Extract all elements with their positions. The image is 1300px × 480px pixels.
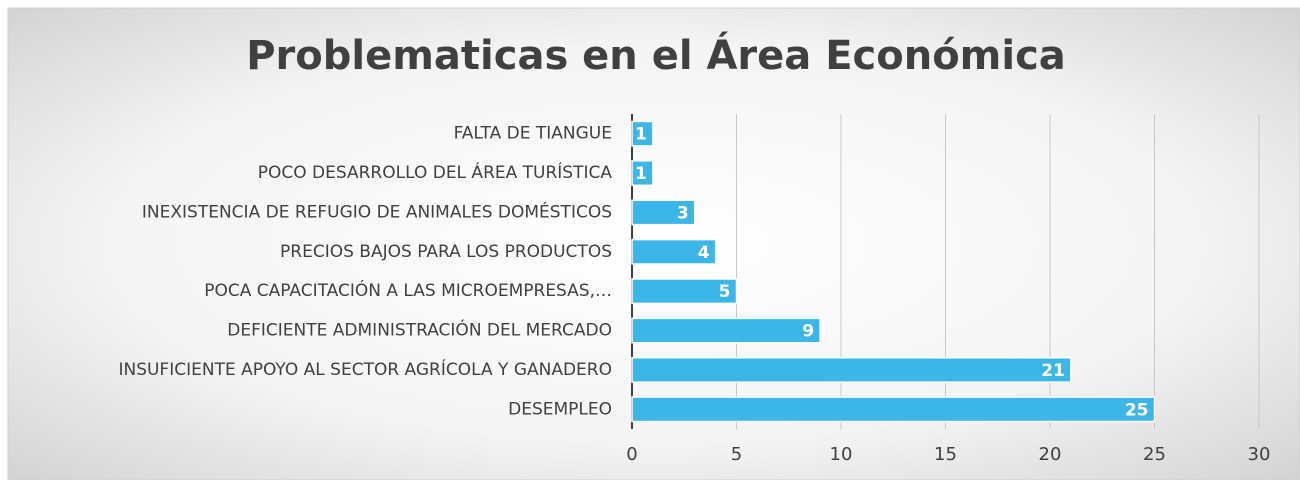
data-label: 25 bbox=[1125, 400, 1149, 420]
x-tick-label: 5 bbox=[731, 444, 742, 465]
bar bbox=[631, 396, 1156, 423]
x-tick-label: 0 bbox=[626, 444, 637, 465]
y-tick-label: PRECIOS BAJOS PARA LOS PRODUCTOS bbox=[280, 242, 612, 262]
bar bbox=[631, 238, 717, 265]
y-tick-label: POCO DESARROLLO DEL ÁREA TURÍSTICA bbox=[258, 161, 613, 183]
bar bbox=[631, 317, 821, 344]
x-tick-label: 10 bbox=[830, 444, 853, 465]
y-tick-label: INSUFICIENTE APOYO AL SECTOR AGRÍCOLA Y … bbox=[118, 358, 612, 380]
data-label: 5 bbox=[719, 282, 731, 302]
data-label: 3 bbox=[677, 203, 689, 223]
y-tick-label: POCA CAPACITACIÓN A LAS MICROEMPRESAS,… bbox=[204, 279, 612, 301]
x-tick-label: 15 bbox=[934, 444, 957, 465]
data-label: 1 bbox=[635, 125, 647, 145]
data-label: 1 bbox=[635, 164, 647, 184]
bar bbox=[631, 160, 654, 187]
y-tick-label: DEFICIENTE ADMINISTRACIÓN DEL MERCADO bbox=[227, 319, 612, 341]
bar bbox=[631, 278, 738, 305]
bar bbox=[631, 356, 1072, 383]
x-tick-label: 25 bbox=[1143, 444, 1166, 465]
bar bbox=[631, 120, 654, 147]
x-tick-label: 30 bbox=[1248, 444, 1271, 465]
y-tick-label: FALTA DE TIANGUE bbox=[454, 124, 612, 144]
chart-title: Problematicas en el Área Económica bbox=[246, 31, 1066, 79]
data-label: 4 bbox=[698, 243, 710, 263]
x-tick-label: 20 bbox=[1039, 444, 1062, 465]
y-tick-label: DESEMPLEO bbox=[508, 399, 612, 419]
bar bbox=[631, 199, 696, 226]
y-tick-label: INEXISTENCIA DE REFUGIO DE ANIMALES DOMÉ… bbox=[142, 200, 612, 222]
data-label: 9 bbox=[802, 322, 814, 342]
data-label: 21 bbox=[1041, 361, 1065, 381]
